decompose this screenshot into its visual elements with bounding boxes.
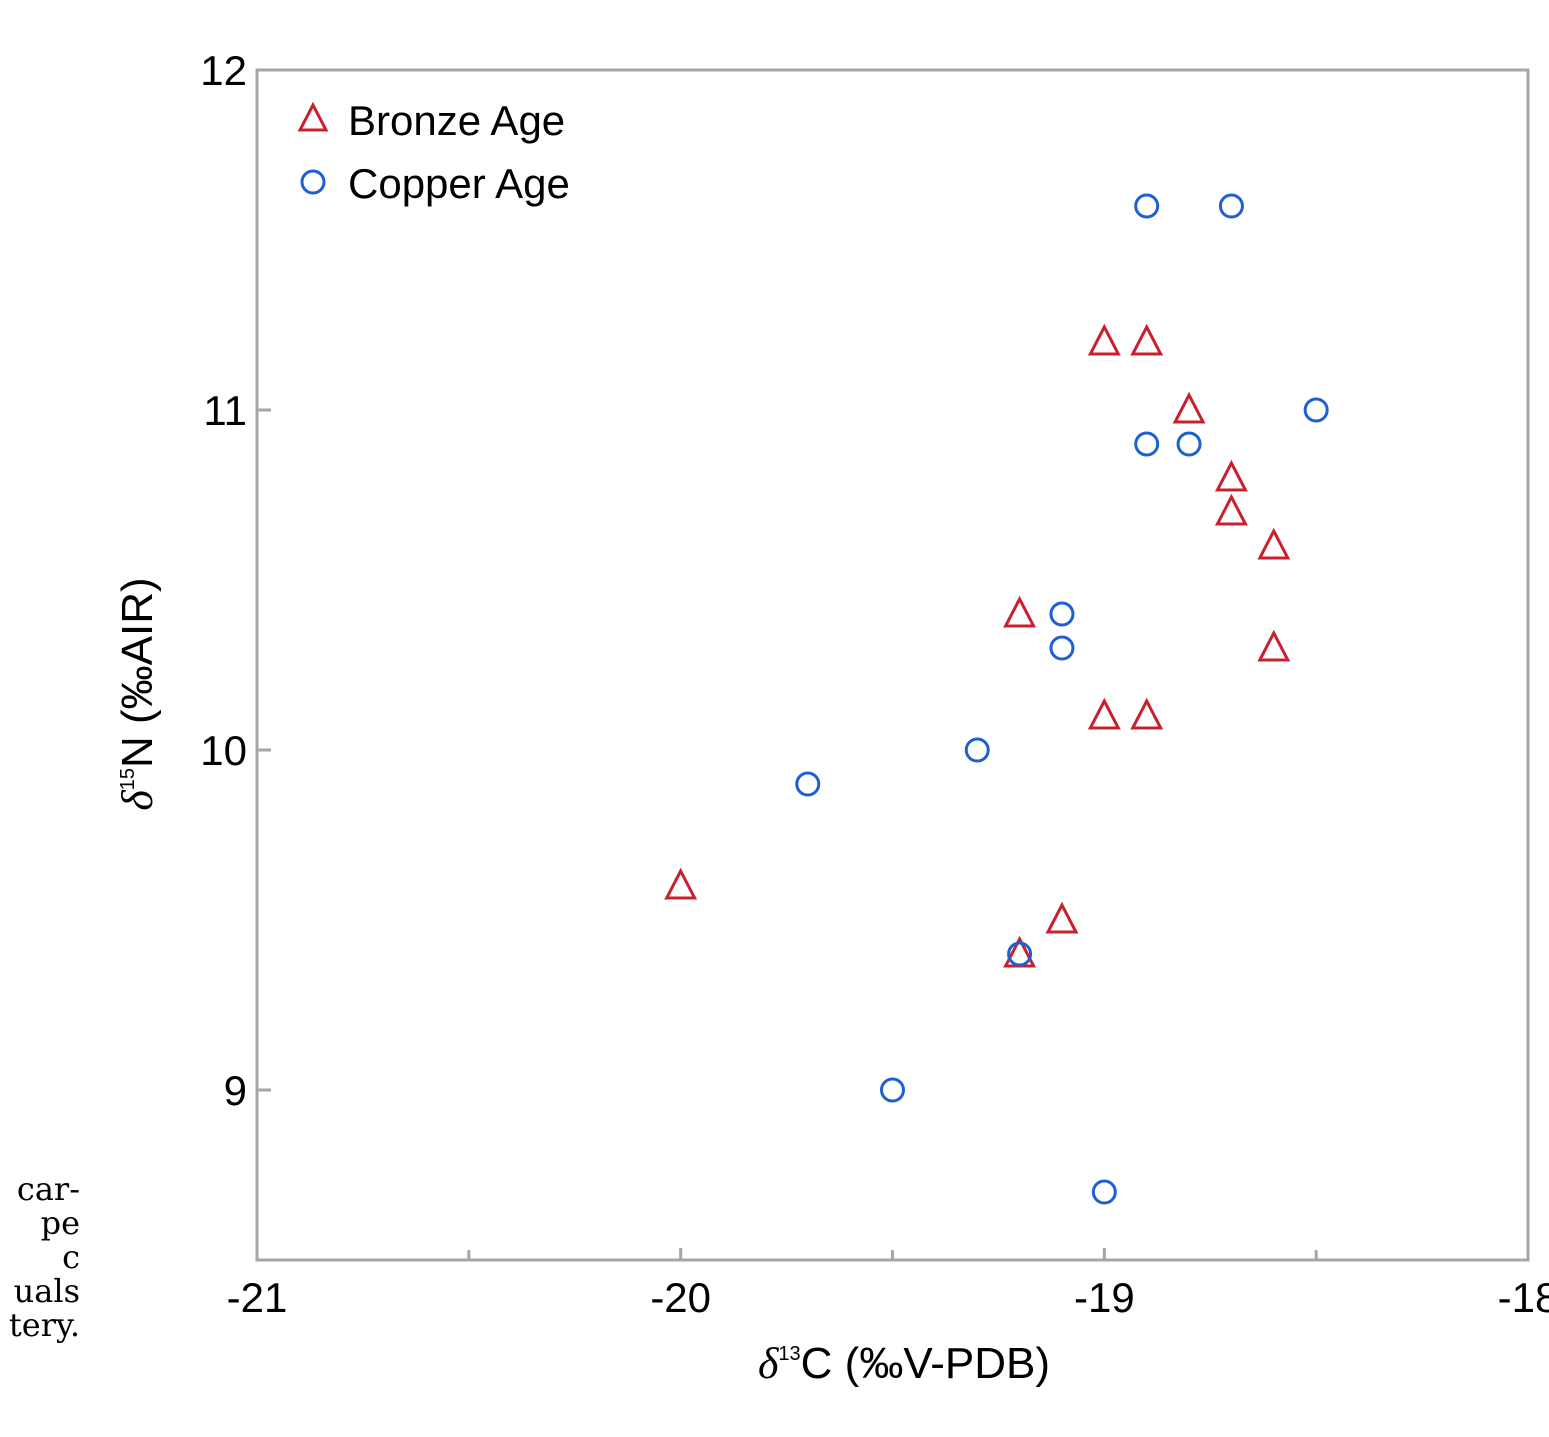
point-bronze-age	[664, 867, 698, 900]
point-bronze-age	[1172, 391, 1206, 424]
point-copper-age	[1303, 397, 1329, 423]
point-bronze-age	[1257, 629, 1291, 662]
x-tick-label: -19	[1074, 1274, 1135, 1321]
legend-marker-copper-age	[300, 169, 326, 195]
caption-line: c	[62, 1238, 80, 1276]
point-bronze-age	[1087, 697, 1121, 730]
legend-label-bronze-age: Bronze Age	[348, 97, 565, 144]
point-bronze-age	[1130, 697, 1164, 730]
point-copper-age	[1176, 431, 1202, 457]
tick-labels: -21 -20 -19 -18 9 10 11 12	[200, 47, 1549, 1321]
x-tick-label: -20	[650, 1274, 711, 1321]
point-bronze-age	[1214, 459, 1248, 492]
x-axis-title: δ13C (‰V-PDB)	[758, 1339, 1050, 1388]
point-copper-age	[1049, 601, 1075, 627]
plot-frame	[255, 68, 1530, 1262]
point-copper-age	[1091, 1179, 1117, 1205]
point-copper-age	[1134, 431, 1160, 457]
point-bronze-age	[1257, 527, 1291, 560]
x-tick-label: -18	[1498, 1274, 1549, 1321]
point-copper-age	[795, 771, 821, 797]
point-bronze-age	[1003, 595, 1037, 628]
legend-marker-bronze-age	[297, 101, 329, 132]
point-copper-age	[1049, 635, 1075, 661]
caption-line: car-	[16, 1170, 80, 1208]
legend-label-copper-age: Copper Age	[348, 160, 570, 207]
caption-fragment: car- pe c uals tery.	[0, 1172, 80, 1342]
caption-line: tery.	[8, 1306, 80, 1344]
y-tick-label: 9	[224, 1067, 247, 1114]
caption-line: pe	[40, 1204, 80, 1242]
point-bronze-age	[1130, 323, 1164, 356]
y-axis-title: δ15N (‰AIR)	[113, 577, 162, 810]
point-copper-age	[964, 737, 990, 763]
y-tick-label: 12	[200, 47, 247, 94]
axis-ticks	[255, 68, 1530, 1260]
data-points	[664, 193, 1329, 1205]
point-bronze-age	[1087, 323, 1121, 356]
caption-line: uals	[13, 1272, 80, 1310]
point-copper-age	[1007, 941, 1033, 967]
y-tick-label: 11	[203, 387, 247, 434]
y-tick-label: 10	[200, 727, 247, 774]
point-bronze-age	[1214, 493, 1248, 526]
point-bronze-age	[1045, 901, 1079, 934]
legend: Bronze Age Copper Age	[297, 97, 570, 207]
x-tick-label: -21	[227, 1274, 288, 1321]
point-copper-age	[880, 1077, 905, 1103]
point-copper-age	[1218, 193, 1244, 219]
point-copper-age	[1134, 193, 1160, 219]
